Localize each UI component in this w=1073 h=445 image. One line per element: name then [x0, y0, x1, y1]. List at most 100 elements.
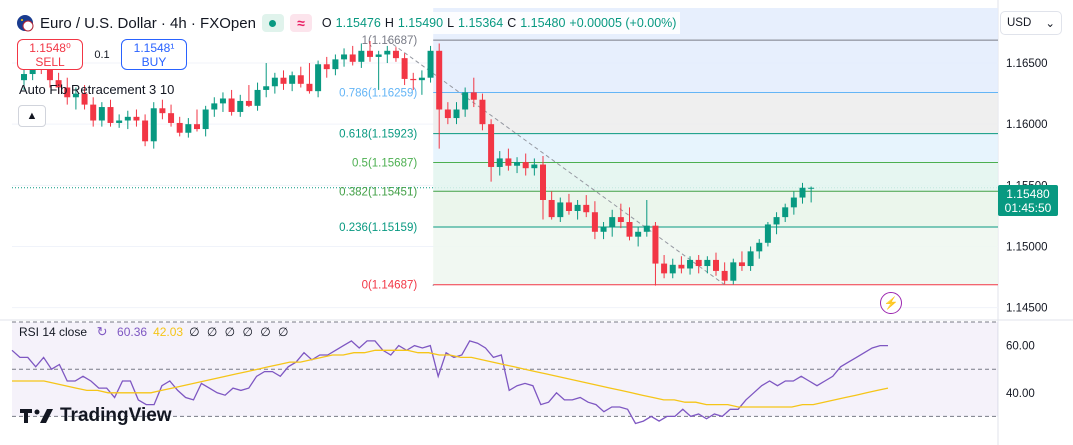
- lightning-icon[interactable]: ⚡: [880, 292, 902, 314]
- candle-body: [271, 77, 278, 87]
- candle-body: [782, 207, 789, 218]
- candle-body: [245, 100, 252, 106]
- candle-body: [721, 270, 728, 281]
- candle-body: [479, 99, 486, 125]
- candle-body: [713, 259, 719, 271]
- candle-body: [81, 93, 88, 105]
- candle-body: [643, 225, 650, 232]
- candle-body: [280, 77, 287, 84]
- symbol-legend: Euro / U.S. Dollar · 4h · FXOpen ≈ O 1.15…: [16, 12, 681, 34]
- candle-body: [444, 109, 451, 119]
- rsi-ma-line: [12, 349, 889, 408]
- rsi-empty-values: ∅ ∅ ∅ ∅ ∅ ∅: [189, 325, 291, 339]
- rsi-cycle-icon[interactable]: ↻: [96, 324, 108, 339]
- candle-body: [548, 199, 555, 218]
- rsi-tick-label: 60.00: [1006, 341, 1035, 353]
- candle-body: [418, 77, 425, 81]
- candle-body: [159, 108, 166, 114]
- candle-body: [289, 75, 296, 84]
- rsi-value: 60.36: [117, 325, 148, 339]
- candle-body: [678, 264, 685, 269]
- buy-button[interactable]: 1.1548¹ BUY: [121, 39, 187, 70]
- candle-body: [64, 87, 71, 98]
- tradingview-logo[interactable]: TradingView: [20, 405, 172, 427]
- candle-body: [211, 103, 218, 110]
- collapse-indicators-button[interactable]: ▲: [18, 105, 46, 127]
- rsi-legend: RSI 14 close ↻ 60.36 42.03 ∅ ∅ ∅ ∅ ∅ ∅: [19, 324, 291, 339]
- candle-body: [436, 50, 443, 110]
- candle-body: [237, 100, 244, 112]
- candle-body: [488, 124, 495, 167]
- low-value: 1.15364: [458, 16, 504, 30]
- chevron-down-icon: ⌄: [1045, 18, 1055, 30]
- fib-level-label: 0.786(1.16259): [339, 88, 417, 100]
- candle-body: [609, 217, 616, 227]
- fib-level-label: 0(1.14687): [362, 280, 418, 292]
- open-value: 1.15476: [335, 16, 381, 30]
- candle-body: [401, 58, 408, 79]
- candle-body: [747, 251, 754, 267]
- currency-select[interactable]: USD ⌄: [1000, 11, 1062, 35]
- candle-body: [358, 50, 365, 62]
- last-price-value: 1.15480: [1006, 186, 1050, 201]
- buy-label: BUY: [141, 54, 167, 69]
- candle-body: [228, 98, 235, 112]
- candle-body: [202, 109, 209, 130]
- candle-body: [341, 54, 348, 60]
- chevron-up-icon: ▲: [26, 110, 38, 122]
- candle-body: [55, 80, 62, 88]
- candle-body: [635, 231, 642, 237]
- candle-body: [557, 202, 564, 218]
- candle-body: [392, 50, 399, 59]
- bar-countdown: 01:45:50: [1004, 200, 1052, 215]
- fib-level-label: 0.236(1.15159): [339, 222, 417, 234]
- fib-level-label: 0.382(1.15451): [339, 186, 417, 198]
- indicator-label[interactable]: Auto Fib Retracement 3 10: [19, 82, 175, 97]
- fib-zone: [433, 162, 998, 192]
- rsi-label[interactable]: RSI 14 close: [19, 325, 88, 339]
- candle-body: [695, 259, 702, 267]
- candle-body: [669, 264, 676, 274]
- fib-zone: [433, 92, 998, 134]
- price-tick-label: 1.15000: [1006, 241, 1048, 253]
- candle-body: [764, 224, 771, 243]
- candle-body: [315, 64, 322, 92]
- price-tick-label: 1.14500: [1006, 303, 1048, 315]
- candle-body: [496, 158, 503, 167]
- candle-body: [514, 162, 521, 166]
- candle-body: [142, 120, 149, 142]
- candle-body: [773, 217, 780, 225]
- candle-body: [427, 50, 434, 78]
- symbol-title[interactable]: Euro / U.S. Dollar · 4h · FXOpen: [40, 14, 256, 32]
- sell-price: 1.1548⁰: [29, 40, 71, 55]
- approx-wave-icon[interactable]: ≈: [289, 14, 312, 32]
- candle-body: [600, 226, 607, 232]
- candle-body: [583, 204, 590, 213]
- candle-body: [116, 120, 123, 123]
- candle-body: [72, 93, 79, 98]
- candle-body: [453, 109, 460, 119]
- candle-body: [90, 104, 97, 121]
- currency-label: USD: [1007, 17, 1032, 29]
- candle-body: [168, 113, 175, 123]
- candle-body: [730, 262, 737, 281]
- fib-zone: [433, 133, 998, 163]
- candle-body: [384, 50, 391, 55]
- sell-button[interactable]: 1.1548⁰ SELL: [17, 39, 83, 70]
- candle-body: [332, 59, 339, 70]
- market-open-dot-icon[interactable]: [261, 14, 284, 32]
- candle-body: [591, 212, 598, 232]
- tradingview-logo-icon: [20, 409, 53, 423]
- candle-body: [687, 259, 694, 269]
- candle-body: [107, 107, 114, 123]
- candle-body: [565, 202, 572, 211]
- candle-body: [263, 86, 270, 90]
- rsi-tick-label: 40.00: [1006, 388, 1035, 400]
- sell-label: SELL: [35, 54, 65, 69]
- candle-body: [194, 124, 200, 130]
- candle-body: [133, 116, 140, 121]
- candle-body: [124, 116, 131, 121]
- candle-body: [808, 187, 815, 189]
- spread-value: 0.1: [94, 48, 110, 61]
